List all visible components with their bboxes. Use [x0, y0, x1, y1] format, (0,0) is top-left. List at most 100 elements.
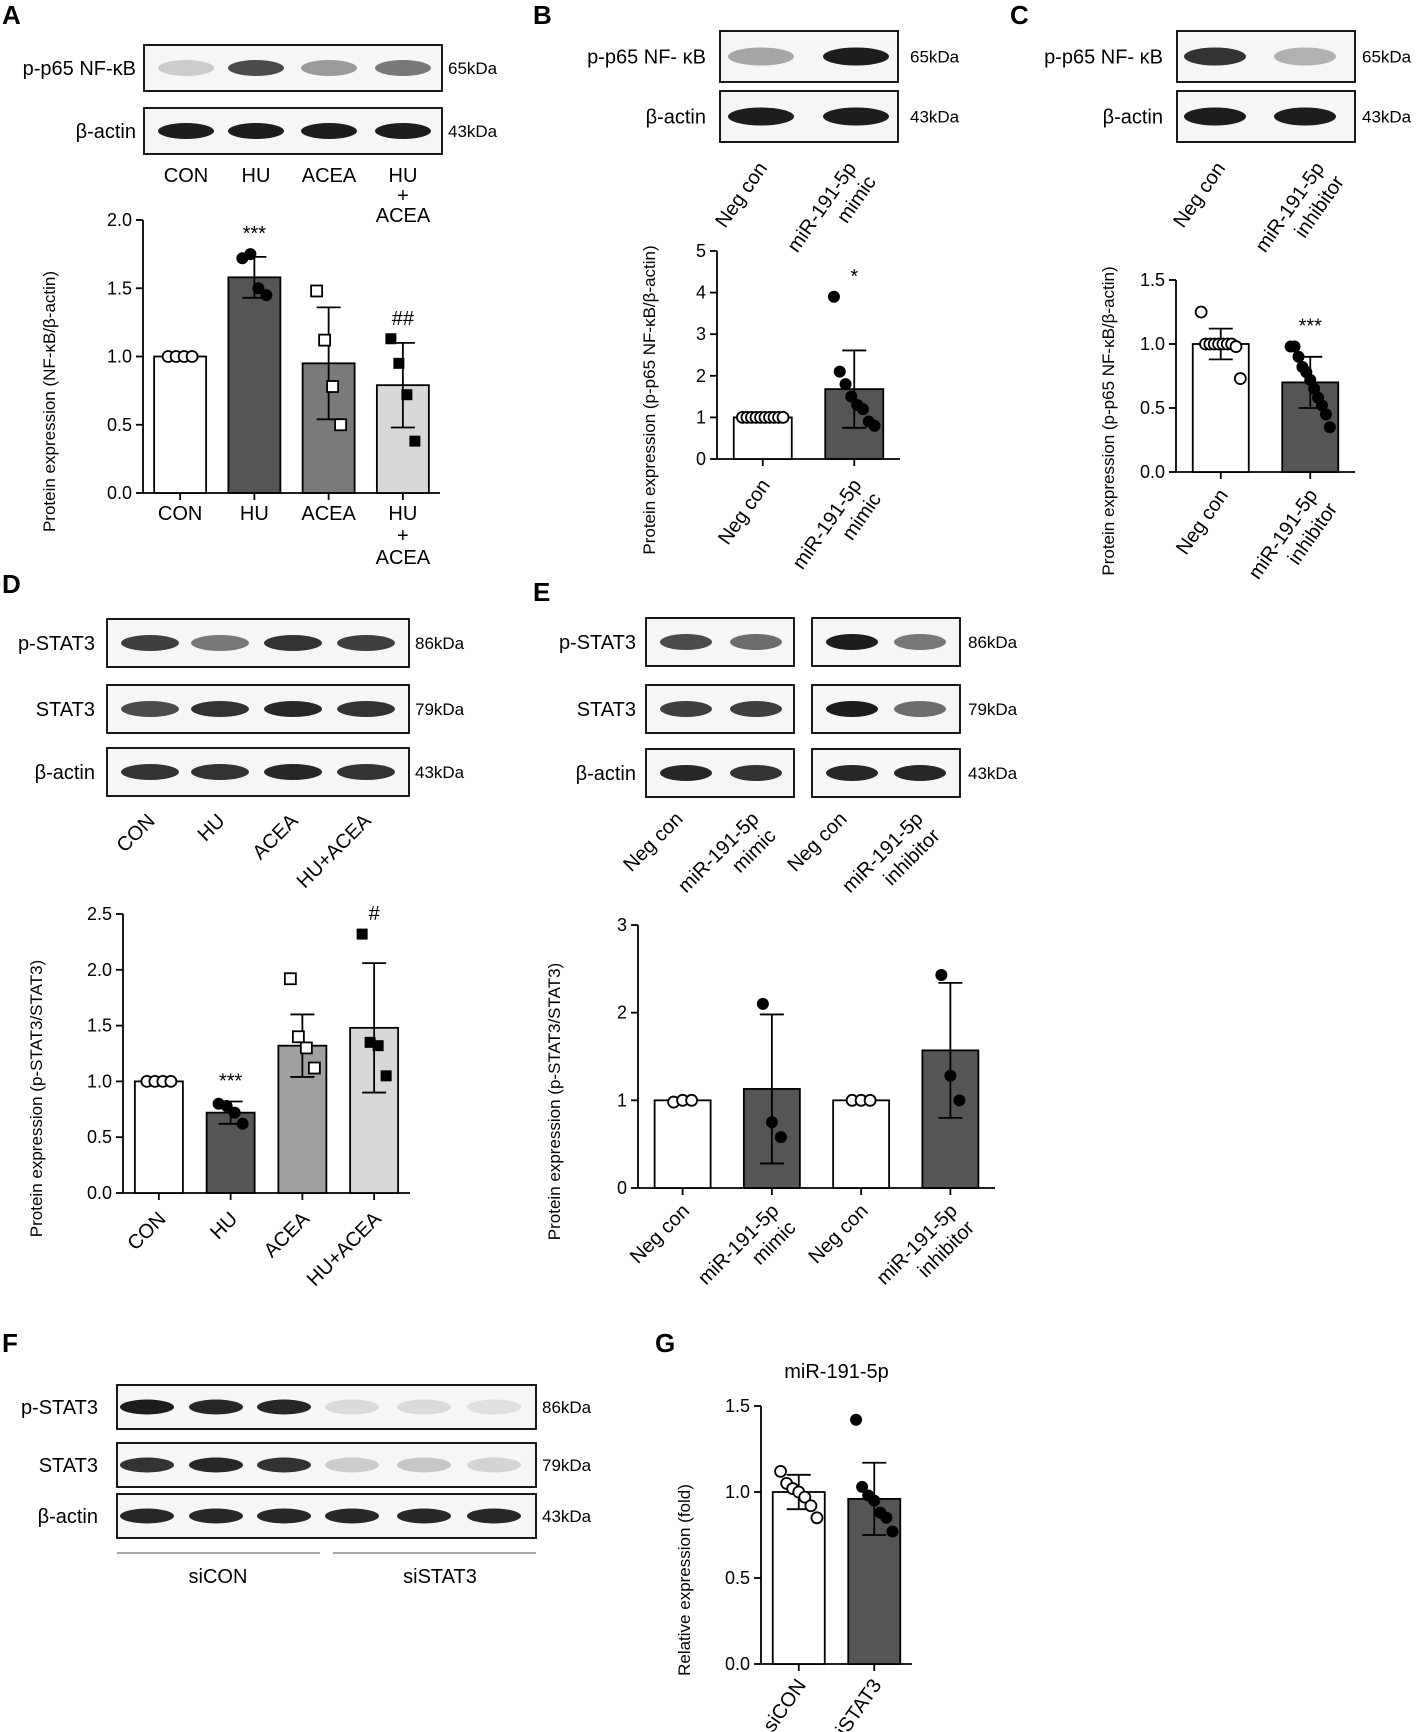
- blot-band: [121, 701, 179, 717]
- blot-band: [1274, 47, 1336, 66]
- blot-band: [325, 1508, 379, 1524]
- blot-band: [397, 1508, 451, 1524]
- data-point: [868, 1494, 881, 1507]
- blot-row-label: β-actin: [35, 762, 95, 784]
- data-point: [334, 418, 348, 432]
- blot-lane-label-line: CON: [113, 810, 160, 857]
- data-point: [798, 1490, 812, 1504]
- y-axis-label: Protein expression (NF-κB/β-actin): [40, 271, 59, 532]
- blot-kda-label: 86kDa: [415, 634, 465, 653]
- blot-band: [264, 764, 322, 780]
- data-point: [868, 419, 881, 432]
- x-tick-label: CON: [158, 503, 202, 525]
- y-tick-label: 0.0: [107, 483, 132, 503]
- x-tick-label-line: Neg con: [714, 475, 775, 549]
- x-tick-label: Neg con: [804, 1200, 872, 1268]
- blot-band: [397, 1399, 451, 1415]
- data-point: [393, 357, 405, 369]
- blot-band: [120, 1457, 174, 1473]
- blot-band: [337, 764, 395, 780]
- y-tick-label: 1.5: [107, 278, 132, 298]
- blot-band: [728, 47, 794, 66]
- y-tick-label: 1.0: [107, 347, 132, 367]
- data-point: [318, 333, 332, 347]
- blot-band: [121, 635, 179, 651]
- x-tick-label-line: ACEA: [260, 1208, 315, 1263]
- x-tick-label-line: Neg con: [1172, 485, 1233, 559]
- blot-band: [228, 123, 284, 139]
- data-point: [1194, 305, 1208, 319]
- blot-band: [375, 123, 431, 139]
- data-point: [364, 1036, 376, 1048]
- blot-band: [660, 634, 712, 650]
- data-point: [845, 390, 858, 403]
- panel-label-e: E: [533, 577, 550, 607]
- bar-chart-d: 0.0 0.5 1.0 1.5 2.0 2.5 Protein expression (p-…: [27, 903, 410, 1237]
- blot-lane-label-line: HU+ACEA: [293, 810, 376, 893]
- x-tick-label: HU+ACEA: [303, 1208, 386, 1291]
- blot-band: [467, 1508, 521, 1524]
- data-point: [944, 1069, 957, 1082]
- blot-row-label: β-actin: [576, 763, 636, 785]
- bar: [653, 1099, 712, 1189]
- blot-band: [191, 764, 249, 780]
- blot-band: [467, 1457, 521, 1473]
- blot-band: [191, 701, 249, 717]
- x-tick-label-line: siCON: [759, 1675, 811, 1732]
- x-tick-label: HU: [206, 1208, 242, 1244]
- blot-band: [894, 701, 946, 717]
- x-tick-label-line: Neg con: [626, 1200, 694, 1268]
- blot-lane-label-line: Neg con: [783, 808, 851, 876]
- blot-lane-label-line: Neg con: [711, 158, 772, 232]
- y-tick-label: 0: [617, 1178, 627, 1198]
- data-point: [385, 333, 397, 345]
- data-point: [1304, 373, 1317, 386]
- blot-lane-label: HU: [242, 165, 271, 187]
- data-point: [244, 248, 257, 261]
- x-tick-label-line: HU+ACEA: [303, 1208, 386, 1291]
- y-tick-label: 2.5: [87, 904, 112, 924]
- data-point: [1323, 421, 1336, 434]
- data-point: [299, 1041, 313, 1055]
- x-tick-label-line: CON: [158, 503, 202, 525]
- blot-lane-label-line: ACEA: [376, 205, 431, 227]
- bar-chart-b: 0 1 2 3 4 5 Protein expression (p-p65 NF-κB/β-…: [640, 241, 900, 555]
- blot-band: [158, 123, 214, 139]
- blot-box: [116, 1384, 537, 1430]
- y-tick-label: 3: [617, 915, 627, 935]
- x-tick-label: siCON: [759, 1675, 811, 1732]
- data-point: [283, 972, 297, 986]
- blot-kda-label: 43kDa: [448, 122, 498, 141]
- blot-row-label: p-STAT3: [559, 632, 636, 654]
- x-tick-label: HU+ACEA: [376, 503, 431, 569]
- significance-label: ***: [219, 1070, 243, 1092]
- bar: [133, 1080, 184, 1194]
- blot-band: [660, 765, 712, 781]
- data-point: [220, 1099, 233, 1112]
- data-point: [164, 1075, 178, 1088]
- y-axis-label: Relative expression (fold): [675, 1484, 694, 1676]
- x-tick-label-line: CON: [123, 1208, 170, 1255]
- blot-kda-label: 79kDa: [968, 700, 1018, 719]
- blot-row-label: β-actin: [76, 121, 136, 143]
- blot-row-label: p-p65 NF- κB: [587, 47, 706, 69]
- y-tick-label: 3: [696, 324, 706, 344]
- blot-kda-label: 86kDa: [968, 633, 1018, 652]
- data-point: [1316, 399, 1329, 412]
- blot-row-label: p-p65 NF-κB: [23, 58, 136, 80]
- group-label: siSTAT3: [403, 1566, 477, 1588]
- blot-band: [228, 60, 284, 76]
- data-point: [326, 380, 340, 393]
- blot-lane-label-line: HU: [194, 810, 230, 846]
- blot-kda-label: 86kDa: [542, 1398, 592, 1417]
- blot-band: [325, 1399, 379, 1415]
- significance-label: ***: [1299, 316, 1323, 338]
- blot-kda-label: 43kDa: [910, 108, 960, 127]
- data-point: [774, 1464, 787, 1478]
- blot-band: [337, 635, 395, 651]
